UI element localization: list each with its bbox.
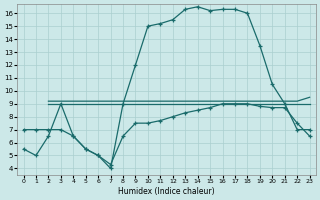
X-axis label: Humidex (Indice chaleur): Humidex (Indice chaleur) — [118, 187, 215, 196]
